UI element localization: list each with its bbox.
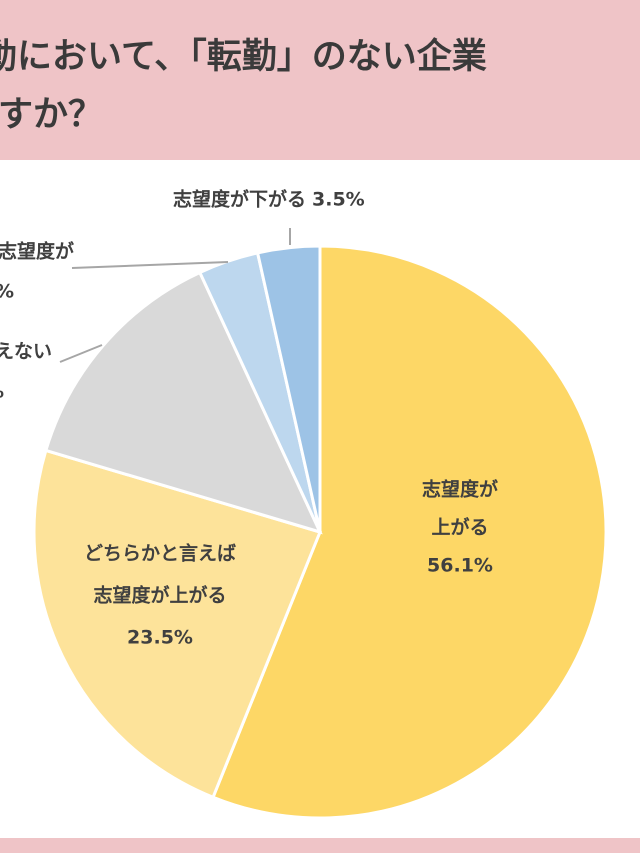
value-label: 3.5% (312, 189, 365, 211)
slice-label: どちらとも言えない (0, 340, 52, 363)
pie (32, 244, 608, 820)
pie-slice (211, 244, 608, 820)
value-label: 13.5% (0, 381, 4, 403)
labels: 志望度が上がる56.1%どちらかと言えば志望度が上がる23.5%どちらとも言えな… (0, 188, 498, 649)
pie-slice (255, 244, 322, 533)
leader-line (59, 344, 103, 363)
leader-line (71, 261, 229, 269)
header-band (0, 0, 640, 160)
title-line: すか？ (0, 95, 103, 135)
footer-band (0, 838, 640, 853)
slice-label: どちらかと言えば (84, 542, 236, 565)
slice-label: 志望度が (422, 478, 498, 501)
slice-label: 上がる (431, 516, 488, 539)
value-label: 23.5% (127, 627, 193, 649)
value-label: 56.1% (427, 555, 493, 577)
pie-slice (43, 270, 323, 535)
slice-label: 志望度が下がる (173, 188, 306, 211)
slice-label: 志望度が上がる (93, 584, 226, 607)
pie-slice (32, 448, 323, 800)
value-label: 3.4% (0, 281, 14, 303)
title-line: 動において、「転勤」のない企業 (0, 36, 487, 77)
